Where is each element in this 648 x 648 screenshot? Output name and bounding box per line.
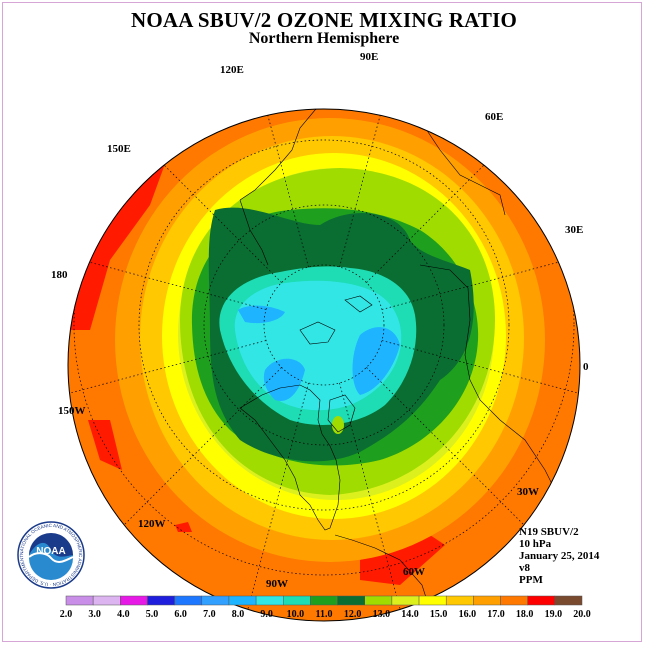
colorbar-swatch <box>147 595 175 606</box>
colorbar-swatch <box>364 595 393 606</box>
band-red-southwest <box>88 420 122 470</box>
meridian-line <box>97 367 282 552</box>
logo-text: NOAA <box>36 546 65 557</box>
band-red-spot <box>175 522 192 532</box>
coast-greenland <box>327 394 356 433</box>
lon-label-120e: 120E <box>220 64 244 76</box>
lat-circle-20 <box>73 109 575 576</box>
colorbar-swatch <box>418 595 447 606</box>
colorbar-tick-label: 5.0 <box>145 609 159 620</box>
info-version: v8 <box>519 562 530 574</box>
colorbar-swatch <box>500 595 528 606</box>
colorbar-tick-label: 9.0 <box>260 609 273 620</box>
lon-label-150w: 150W <box>58 405 86 417</box>
colorbar-swatch <box>527 595 556 606</box>
colorbar-tick-label: 15.0 <box>429 609 448 620</box>
lon-label-30e: 30E <box>565 224 584 236</box>
globe-border <box>67 108 581 622</box>
logo-wave <box>29 542 73 580</box>
page-subtitle: Northern Hemisphere <box>248 30 400 47</box>
colorbar-tick-label: 2.0 <box>59 609 73 620</box>
info-block: N19 SBUV/2 10 hPa January 25, 2014 v8 PP… <box>519 526 599 586</box>
colorbar-swatch <box>283 595 311 606</box>
lon-label-90w: 90W <box>266 578 288 590</box>
page-title: NOAA SBUV/2 OZONE MIXING RATIO <box>131 8 517 32</box>
meridian-line <box>339 382 408 621</box>
colorbar-tick-label: 6.0 <box>174 609 187 620</box>
noaa-logo: NATIONAL OCEANIC AND ATMOSPHERIC ADMINIS… <box>16 520 85 589</box>
lon-label-60e: 60E <box>485 111 504 123</box>
colorbar-tick-label: 16.0 <box>458 609 477 620</box>
colorbar-tick-label: 18.0 <box>515 609 534 620</box>
colorbar-tick-label: 11.0 <box>315 609 333 620</box>
meridian-line <box>240 382 309 621</box>
band-red-northeast <box>440 109 520 140</box>
colorbar-tick-label: 13.0 <box>372 609 391 620</box>
colorbar-swatch <box>255 595 284 606</box>
ozone-contours <box>68 109 580 621</box>
colorbar-tick-label: 20.0 <box>573 609 591 620</box>
colorbar-swatch <box>310 595 338 606</box>
colorbar-tick-label: 7.0 <box>203 609 216 620</box>
coast-asia-east <box>239 199 269 266</box>
lon-label-0: 0 <box>583 361 589 373</box>
lon-label-120w: 120W <box>138 518 166 530</box>
band-blue-1 <box>238 305 285 324</box>
colorbar-tick-label: 17.0 <box>487 609 505 620</box>
coast-north-america <box>239 384 341 531</box>
lon-label-90e: 90E <box>360 51 379 63</box>
lon-label-180: 180 <box>51 269 68 281</box>
lon-label-150e: 150E <box>107 143 131 155</box>
colorbar-tick-label: 14.0 <box>401 609 419 620</box>
colorbar-swatch <box>554 595 583 606</box>
info-date: January 25, 2014 <box>519 550 600 562</box>
lon-label-60w: 60W <box>403 566 425 578</box>
colorbar-swatch <box>391 595 420 606</box>
colorbar-tick-label: 8.0 <box>231 609 245 620</box>
colorbar-tick-label: 10.0 <box>286 609 305 620</box>
lat-circle-80 <box>263 264 385 386</box>
lon-label-30w: 30W <box>517 486 539 498</box>
colorbar-tick-label: 12.0 <box>343 609 362 620</box>
coast-arctic-islands <box>299 295 373 345</box>
colorbar-swatch <box>120 595 148 606</box>
info-level: 10 hPa <box>519 538 552 550</box>
colorbar-swatch <box>337 595 365 606</box>
logo-gull <box>28 552 74 563</box>
colorbar <box>65 595 583 606</box>
info-satellite: N19 SBUV/2 <box>519 526 579 538</box>
lat-circle-40 <box>138 139 510 511</box>
colorbar-swatch <box>65 595 94 606</box>
meridian-line <box>366 367 551 552</box>
figure-frame <box>2 2 642 642</box>
colorbar-tick-label: 4.0 <box>117 609 130 620</box>
colorbar-swatch <box>92 595 121 606</box>
lat-circle-60 <box>203 204 445 446</box>
colorbar-swatch <box>201 595 230 606</box>
info-units: PPM <box>519 574 543 586</box>
coastlines <box>239 109 561 621</box>
band-red-south <box>360 535 445 585</box>
coast-europe-africa <box>419 264 561 501</box>
colorbar-tick-label: 3.0 <box>88 609 101 620</box>
colorbar-swatch <box>445 595 474 606</box>
band-blue-3 <box>352 327 400 395</box>
band-lime-spot <box>332 416 344 434</box>
colorbar-swatch <box>473 595 501 606</box>
colorbar-tick-label: 19.0 <box>544 609 563 620</box>
colorbar-swatch <box>228 595 257 606</box>
coast-asia <box>239 109 506 216</box>
colorbar-swatch <box>174 595 203 606</box>
